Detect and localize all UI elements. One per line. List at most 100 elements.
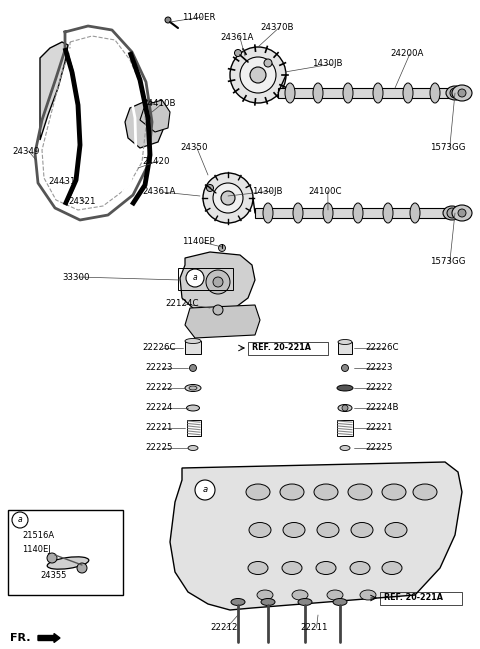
Circle shape bbox=[77, 563, 87, 573]
Ellipse shape bbox=[185, 339, 201, 343]
Ellipse shape bbox=[285, 83, 295, 103]
Ellipse shape bbox=[316, 561, 336, 574]
Ellipse shape bbox=[360, 590, 376, 600]
Circle shape bbox=[213, 305, 223, 315]
Ellipse shape bbox=[373, 83, 383, 103]
Text: 22225: 22225 bbox=[365, 443, 393, 452]
Circle shape bbox=[218, 245, 226, 252]
Ellipse shape bbox=[348, 484, 372, 500]
Ellipse shape bbox=[410, 203, 420, 223]
Ellipse shape bbox=[185, 384, 201, 391]
Ellipse shape bbox=[343, 83, 353, 103]
Text: 1140EP: 1140EP bbox=[182, 238, 215, 247]
Bar bbox=[187, 420, 201, 436]
Ellipse shape bbox=[351, 522, 373, 537]
Text: 1573GG: 1573GG bbox=[430, 143, 466, 151]
Text: 24370B: 24370B bbox=[260, 23, 293, 32]
Text: 33300: 33300 bbox=[62, 273, 89, 282]
Text: 22222: 22222 bbox=[145, 384, 172, 393]
Ellipse shape bbox=[187, 405, 200, 411]
FancyArrow shape bbox=[38, 633, 60, 643]
Text: 24431: 24431 bbox=[48, 177, 75, 186]
Ellipse shape bbox=[338, 404, 352, 411]
Text: 22225: 22225 bbox=[145, 443, 172, 452]
Circle shape bbox=[235, 49, 241, 56]
Text: 24100C: 24100C bbox=[308, 186, 341, 195]
Ellipse shape bbox=[446, 86, 464, 100]
Ellipse shape bbox=[283, 522, 305, 537]
Polygon shape bbox=[125, 100, 165, 148]
Bar bbox=[337, 420, 353, 436]
Bar bbox=[8, 510, 123, 595]
Ellipse shape bbox=[452, 85, 472, 101]
Ellipse shape bbox=[340, 445, 350, 450]
Circle shape bbox=[450, 88, 460, 98]
Ellipse shape bbox=[293, 203, 303, 223]
Circle shape bbox=[206, 184, 214, 191]
Circle shape bbox=[240, 57, 276, 93]
Bar bbox=[185, 341, 201, 354]
Ellipse shape bbox=[338, 339, 352, 345]
Bar bbox=[338, 342, 352, 354]
Circle shape bbox=[342, 405, 348, 411]
Polygon shape bbox=[185, 305, 260, 338]
Text: 1140ER: 1140ER bbox=[182, 12, 216, 21]
Text: 24321: 24321 bbox=[68, 197, 96, 206]
Circle shape bbox=[458, 209, 466, 217]
Ellipse shape bbox=[282, 561, 302, 574]
Text: 22223: 22223 bbox=[365, 363, 393, 373]
Ellipse shape bbox=[317, 522, 339, 537]
Text: 1430JB: 1430JB bbox=[312, 60, 343, 69]
Ellipse shape bbox=[189, 386, 197, 390]
Circle shape bbox=[190, 365, 196, 371]
Circle shape bbox=[186, 269, 204, 287]
Ellipse shape bbox=[263, 203, 273, 223]
Circle shape bbox=[221, 191, 235, 205]
Text: 24350: 24350 bbox=[180, 143, 207, 151]
Bar bbox=[380, 592, 462, 605]
Text: 24410B: 24410B bbox=[142, 99, 176, 108]
Ellipse shape bbox=[413, 484, 437, 500]
Polygon shape bbox=[40, 42, 68, 140]
Text: FR.: FR. bbox=[10, 633, 31, 643]
Circle shape bbox=[447, 208, 457, 218]
Text: 24355: 24355 bbox=[40, 572, 66, 580]
Polygon shape bbox=[170, 462, 462, 610]
Circle shape bbox=[230, 47, 286, 103]
Text: 22226C: 22226C bbox=[365, 343, 398, 352]
Circle shape bbox=[213, 183, 243, 213]
Ellipse shape bbox=[430, 83, 440, 103]
Circle shape bbox=[47, 553, 57, 563]
Ellipse shape bbox=[314, 484, 338, 500]
Ellipse shape bbox=[188, 445, 198, 450]
Circle shape bbox=[264, 59, 272, 67]
Circle shape bbox=[341, 365, 348, 371]
Text: a: a bbox=[203, 485, 207, 495]
Bar bbox=[248, 342, 328, 355]
Ellipse shape bbox=[353, 203, 363, 223]
Circle shape bbox=[458, 89, 466, 97]
Ellipse shape bbox=[443, 206, 461, 220]
Text: 22222: 22222 bbox=[365, 384, 393, 393]
Text: 1140EJ: 1140EJ bbox=[22, 545, 51, 554]
Ellipse shape bbox=[47, 557, 89, 569]
Circle shape bbox=[12, 512, 28, 528]
Ellipse shape bbox=[249, 522, 271, 537]
Circle shape bbox=[195, 480, 215, 500]
Text: 22224: 22224 bbox=[145, 404, 172, 413]
Text: 22211: 22211 bbox=[300, 624, 327, 633]
Bar bbox=[178, 268, 233, 290]
Polygon shape bbox=[140, 100, 170, 132]
Text: 21516A: 21516A bbox=[22, 530, 54, 539]
Text: 24420: 24420 bbox=[142, 156, 169, 165]
Circle shape bbox=[165, 17, 171, 23]
Text: 22223: 22223 bbox=[145, 363, 172, 373]
Text: 22226C: 22226C bbox=[142, 343, 176, 352]
Ellipse shape bbox=[327, 590, 343, 600]
Ellipse shape bbox=[246, 484, 270, 500]
Ellipse shape bbox=[350, 561, 370, 574]
Ellipse shape bbox=[231, 598, 245, 606]
Ellipse shape bbox=[280, 484, 304, 500]
Text: 24200A: 24200A bbox=[390, 49, 423, 58]
Polygon shape bbox=[180, 252, 255, 315]
